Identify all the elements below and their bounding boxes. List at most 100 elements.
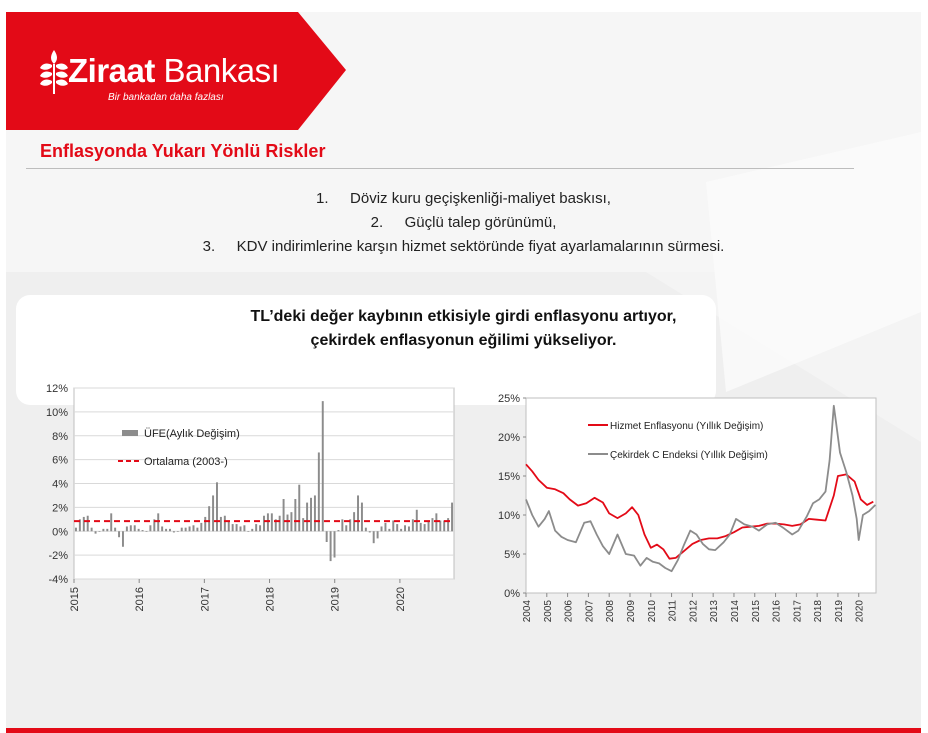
bar: [212, 495, 215, 532]
inflation-chart: 0% 5% 10% 15% 20% 25% 2004 2005 2006 2007 2008 2009…: [498, 393, 877, 623]
x-tick-label: 2008: [605, 600, 616, 623]
bar: [74, 527, 77, 532]
bar: [329, 531, 332, 562]
bar: [94, 531, 97, 534]
bar: [439, 520, 442, 532]
series-line-hizmet: [525, 463, 874, 560]
legend-label: Ortalama (2003-): [144, 456, 228, 468]
bar: [396, 524, 399, 532]
bar: [133, 525, 136, 532]
bar: [145, 531, 148, 532]
bar: [447, 518, 450, 532]
y-tick-label: 0%: [52, 526, 68, 538]
page-title: Enflasyonda Yukarı Yönlü Riskler: [40, 141, 326, 161]
bar: [282, 499, 285, 532]
y-tick-label: 10%: [46, 407, 68, 419]
header-band: [6, 12, 346, 130]
x-tick-label: 2017: [792, 600, 803, 623]
bar: [443, 520, 446, 532]
brand-tagline: Bir bankadan daha fazlası: [108, 92, 224, 103]
x-tick-label: 2011: [668, 600, 679, 622]
bar: [306, 502, 309, 532]
y-tick-label: 5%: [504, 549, 520, 561]
chart-subtitle-line2: çekirdek enflasyonun eğilimi yükseliyor.: [310, 332, 617, 349]
ufe-chart: -4% -2% 0% 2% 4% 6% 8% 10% 12% 2015 2016 2017 2018 20…: [46, 384, 455, 611]
bar: [98, 531, 101, 532]
bar: [310, 497, 312, 532]
bar: [235, 524, 238, 532]
bar: [376, 531, 379, 539]
bar: [294, 499, 297, 532]
bar: [263, 515, 265, 532]
bar: [290, 512, 293, 532]
y-tick-label: 8%: [52, 431, 68, 443]
x-tick-label: 2010: [647, 600, 658, 623]
x-tick-label: 2018: [813, 600, 824, 623]
chart-panel: [16, 295, 716, 405]
slide: Ziraat Bankası Bir bankadan daha fazlası…: [6, 12, 921, 733]
bar: [114, 527, 117, 532]
wheat-logo-icon: [40, 50, 68, 94]
bar: [384, 522, 387, 532]
bar: [219, 516, 222, 532]
y-tick-label: 15%: [498, 471, 520, 483]
bar: [313, 495, 316, 532]
x-tick-label: 2013: [709, 600, 720, 623]
bar: [239, 526, 242, 532]
bar: [255, 524, 258, 532]
bar: [176, 531, 179, 532]
series-line-cekirdek: [525, 404, 877, 573]
legend-label: Çekirdek C Endeksi (Yıllık Değişim): [610, 450, 768, 461]
risk-item-2: 2. Güçlü talep görünümü,: [370, 214, 557, 231]
x-tick-label: 2014: [730, 600, 741, 623]
x-tick-label: 2012: [688, 600, 699, 623]
x-tick-label: 2004: [522, 600, 533, 623]
y-tick-label: 2%: [52, 502, 68, 514]
bar: [400, 528, 403, 532]
x-tick-label: 2018: [265, 587, 277, 611]
bar: [157, 513, 160, 532]
bar: [451, 502, 454, 532]
bar: [141, 530, 144, 532]
bar: [278, 515, 281, 532]
risk-item-1: 1. Döviz kuru geçişkenliği-maliyet baskıs…: [316, 190, 611, 207]
bar: [153, 519, 156, 532]
bar: [78, 519, 81, 532]
bar: [106, 528, 109, 532]
x-tick-label: 2007: [584, 600, 595, 623]
bar: [404, 525, 407, 532]
x-tick-label: 2019: [834, 600, 845, 623]
bar: [118, 531, 121, 538]
bar: [372, 531, 375, 544]
bar: [161, 526, 164, 532]
bar: [247, 531, 250, 532]
bar: [188, 526, 191, 532]
bar: [129, 525, 132, 532]
x-tick-label: 2020: [855, 600, 866, 623]
x-tick-label: 2006: [564, 600, 575, 623]
bar: [223, 515, 226, 532]
bar: [192, 525, 195, 532]
bar: [360, 502, 363, 532]
bar: [302, 518, 305, 532]
bar: [321, 401, 324, 532]
bar: [216, 482, 218, 532]
bar: [427, 520, 430, 532]
x-tick-label: 2017: [199, 587, 211, 611]
bar: [110, 513, 113, 532]
bar: [165, 528, 168, 532]
bar: [125, 526, 128, 532]
bar: [411, 519, 414, 532]
y-tick-label: 12%: [46, 384, 68, 395]
bar: [180, 527, 183, 532]
y-tick-label: 6%: [52, 455, 68, 467]
bar: [286, 514, 289, 532]
bar: [298, 484, 301, 532]
bar: [243, 525, 246, 532]
bar: [266, 513, 269, 532]
bar: [259, 525, 262, 532]
bar: [407, 526, 410, 532]
y-tick-label: 25%: [498, 393, 520, 405]
brand-name: Ziraat Bankası: [68, 52, 280, 89]
legend-swatch: [122, 430, 138, 436]
